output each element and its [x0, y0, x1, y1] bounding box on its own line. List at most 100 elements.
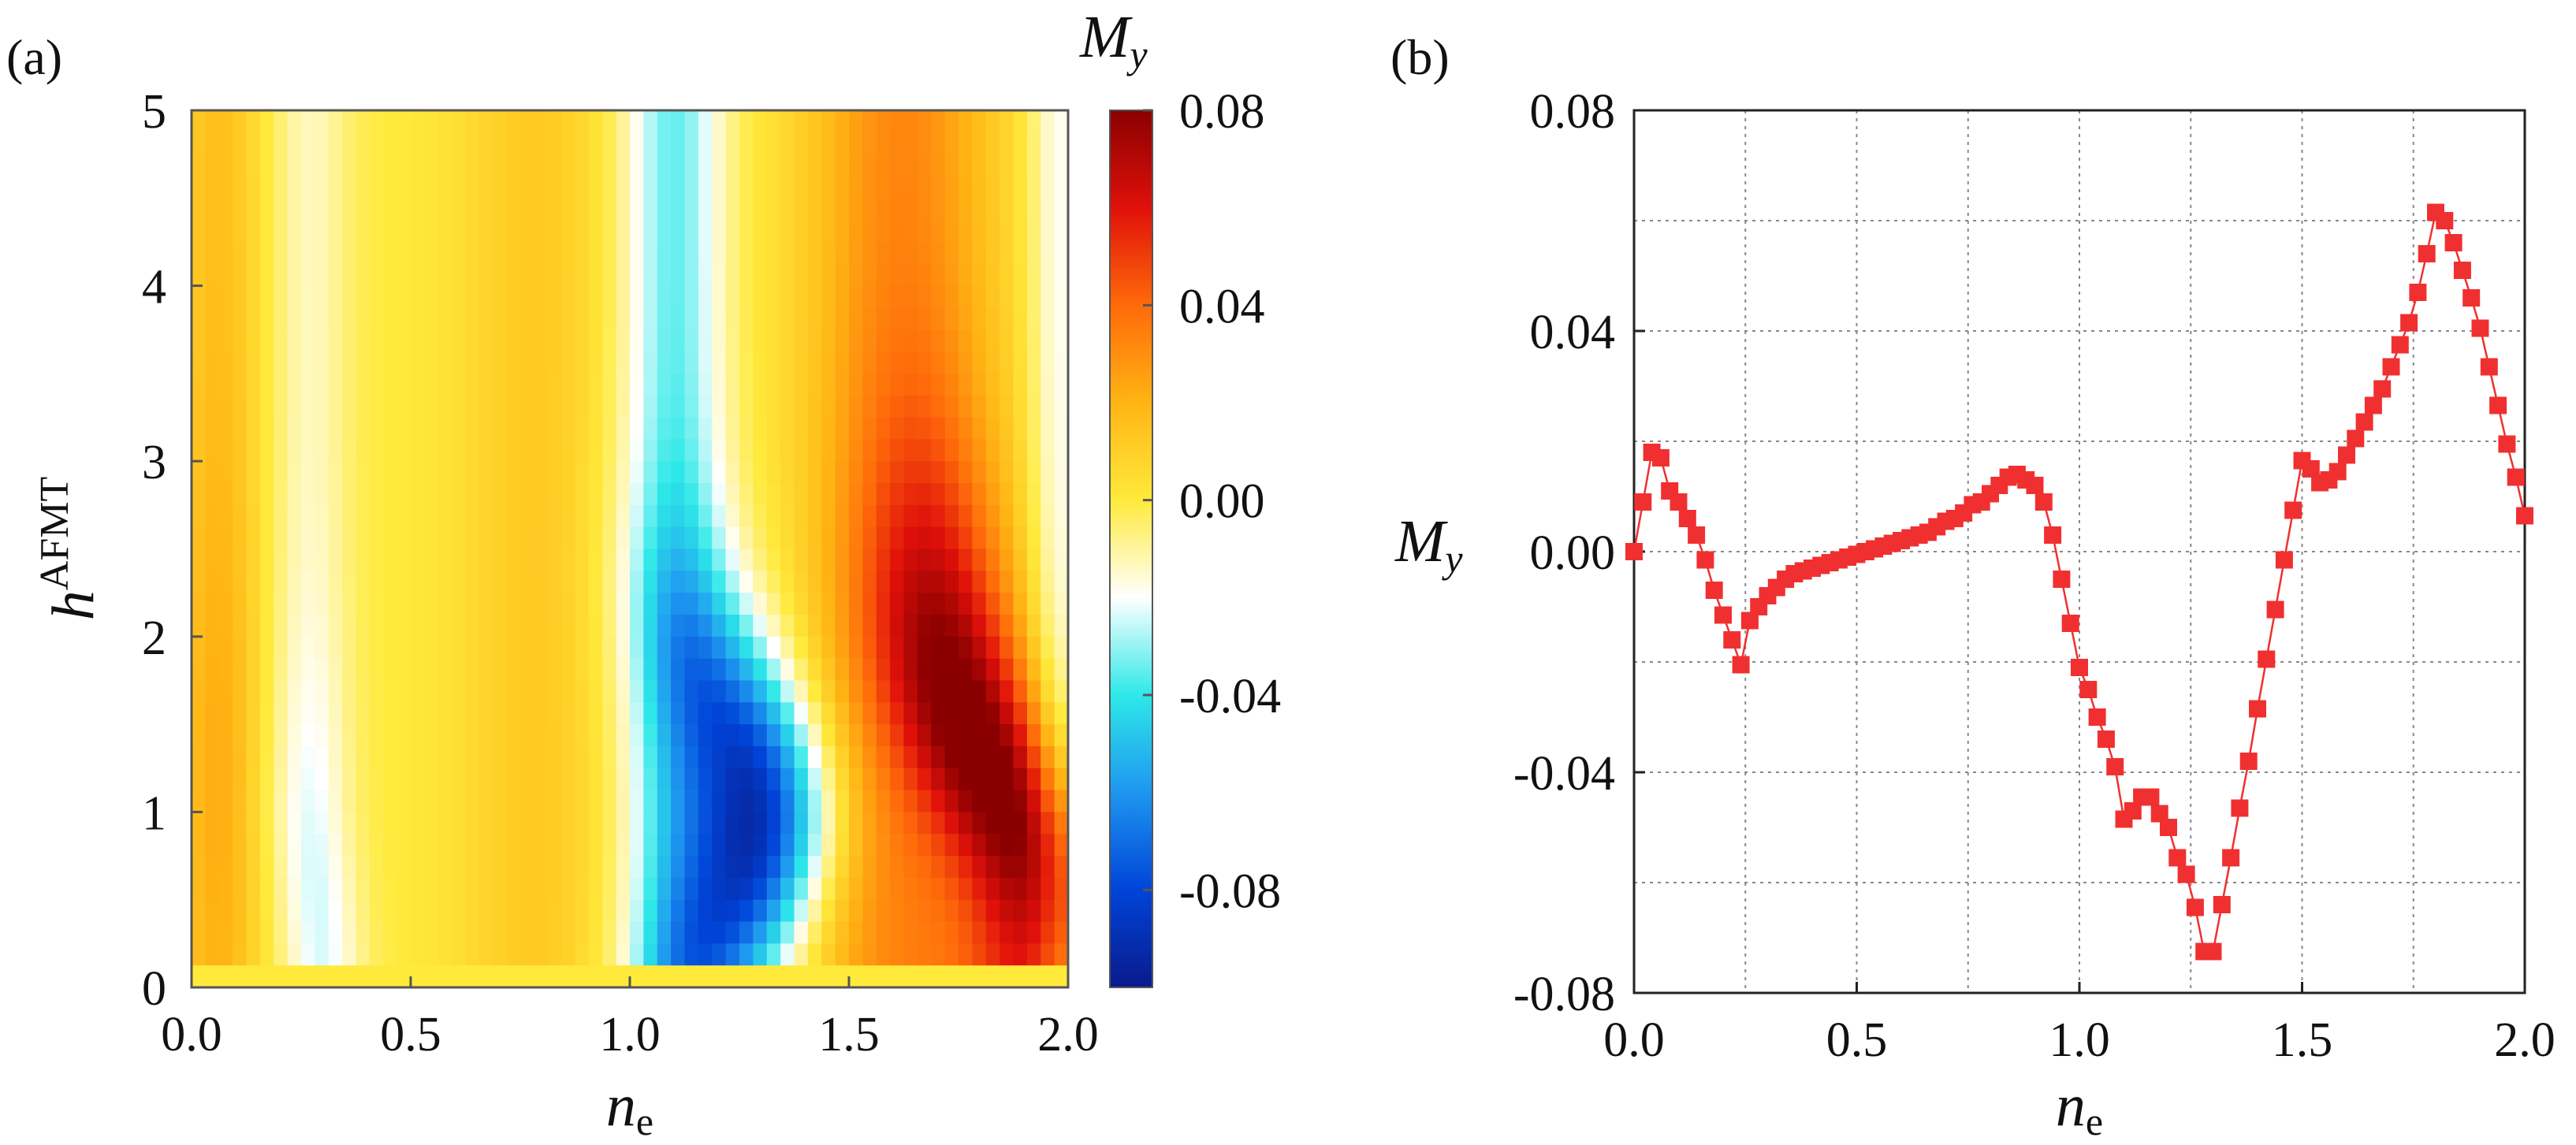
heatmap-cell: [561, 702, 576, 725]
heatmap-cell: [342, 768, 357, 791]
heatmap-cell: [807, 636, 822, 660]
heatmap-cell: [493, 790, 508, 812]
data-point: [2222, 849, 2240, 867]
heatmap-cell: [452, 658, 467, 682]
heatmap-cell: [657, 899, 672, 923]
heatmap-cell: [931, 680, 946, 703]
heatmap-cell: [192, 132, 206, 155]
heatmap-cells: [192, 110, 1068, 987]
heatmap-cell: [931, 461, 946, 484]
heatmap-cell: [890, 241, 905, 265]
heatmap-cell: [437, 373, 452, 396]
heatmap-cell: [944, 176, 959, 199]
heatmap-cell: [534, 790, 549, 812]
heatmap-cell: [396, 439, 411, 462]
heatmap-cell: [506, 745, 521, 769]
heatmap-cell: [383, 329, 398, 352]
heatmap-cell: [192, 439, 206, 462]
heatmap-cell: [575, 329, 590, 352]
heatmap-cell: [739, 943, 754, 966]
heatmap-cell: [643, 680, 658, 703]
heatmap-cell: [218, 943, 233, 966]
heatmap-cell: [712, 614, 727, 638]
heatmap-cell: [985, 965, 1000, 987]
data-point: [1732, 656, 1750, 674]
heatmap-cell: [369, 745, 384, 769]
heatmap-cell: [602, 856, 617, 879]
heatmap-cell: [985, 132, 1000, 155]
heatmap-cell: [602, 680, 617, 703]
heatmap-cell: [1054, 307, 1068, 330]
heatmap-cell: [452, 373, 467, 396]
heatmap-cell: [876, 329, 891, 352]
heatmap-cell: [342, 461, 357, 484]
heatmap-cell: [835, 856, 850, 879]
heatmap-cell: [233, 110, 248, 133]
heatmap-cell: [944, 351, 959, 374]
heatmap-cell: [1000, 198, 1014, 221]
heatmap-cell: [259, 329, 274, 352]
heatmap-cell: [478, 614, 493, 638]
heatmap-cell: [396, 176, 411, 199]
heatmap-cell: [561, 504, 576, 528]
heatmap-cell: [520, 921, 534, 944]
heatmap-cell: [369, 526, 384, 550]
heatmap-cell: [1000, 834, 1014, 857]
heatmap-cell: [1040, 417, 1055, 440]
heatmap-cell: [465, 504, 480, 528]
heatmap-cell: [972, 636, 987, 660]
heatmap-cell: [287, 483, 302, 506]
data-point: [2177, 865, 2195, 883]
heatmap-cell: [437, 571, 452, 593]
heatmap-cell: [959, 241, 973, 265]
heatmap-cell: [684, 680, 699, 703]
heatmap-cell: [725, 548, 740, 571]
heatmap-cell: [643, 285, 658, 309]
heatmap-cell: [328, 395, 343, 418]
heatmap-cell: [192, 834, 206, 857]
heatmap-cell: [520, 241, 534, 265]
heatmap-cell: [780, 351, 795, 374]
heatmap-cell: [698, 417, 713, 440]
heatmap-cell: [205, 483, 220, 506]
heatmap-cell: [575, 548, 590, 571]
heatmap-cell: [356, 395, 370, 418]
heatmap-cell: [917, 614, 932, 638]
heatmap-cell: [342, 548, 357, 571]
heatmap-cell: [246, 263, 261, 287]
heatmap-cell: [959, 812, 973, 835]
heatmap-cell: [287, 593, 302, 615]
heatmap-cell: [671, 110, 686, 133]
heatmap-cell: [739, 790, 754, 812]
heatmap-cell: [616, 263, 631, 287]
heatmap-cell: [890, 899, 905, 923]
heatmap-cell: [274, 593, 288, 615]
heatmap-cell: [821, 329, 836, 352]
heatmap-cell: [301, 724, 315, 747]
heatmap-cell: [588, 680, 603, 703]
heatmap-cell: [643, 921, 658, 944]
heatmap-cell: [821, 241, 836, 265]
heatmap-cell: [602, 548, 617, 571]
heatmap-cell: [985, 877, 1000, 901]
heatmap-cell: [274, 176, 288, 199]
heatmap-cell: [1054, 768, 1068, 791]
heatmap-cell: [959, 745, 973, 769]
heatmap-cell: [561, 176, 576, 199]
heatmap-cell: [739, 154, 754, 177]
heatmap-cell: [739, 593, 754, 615]
heatmap-cell: [396, 921, 411, 944]
heatmap-cell: [1040, 593, 1055, 615]
heatmap-cell: [1013, 417, 1028, 440]
heatmap-cell: [588, 220, 603, 243]
heatmap-cell: [684, 943, 699, 966]
heatmap-cell: [671, 877, 686, 901]
heatmap-cell: [561, 899, 576, 923]
heatmap-cell: [506, 285, 521, 309]
heatmap-cell: [972, 745, 987, 769]
heatmap-cell: [835, 395, 850, 418]
heatmap-cell: [478, 110, 493, 133]
heatmap-cell: [452, 483, 467, 506]
heatmap-cell: [218, 921, 233, 944]
heatmap-cell: [1000, 263, 1014, 287]
